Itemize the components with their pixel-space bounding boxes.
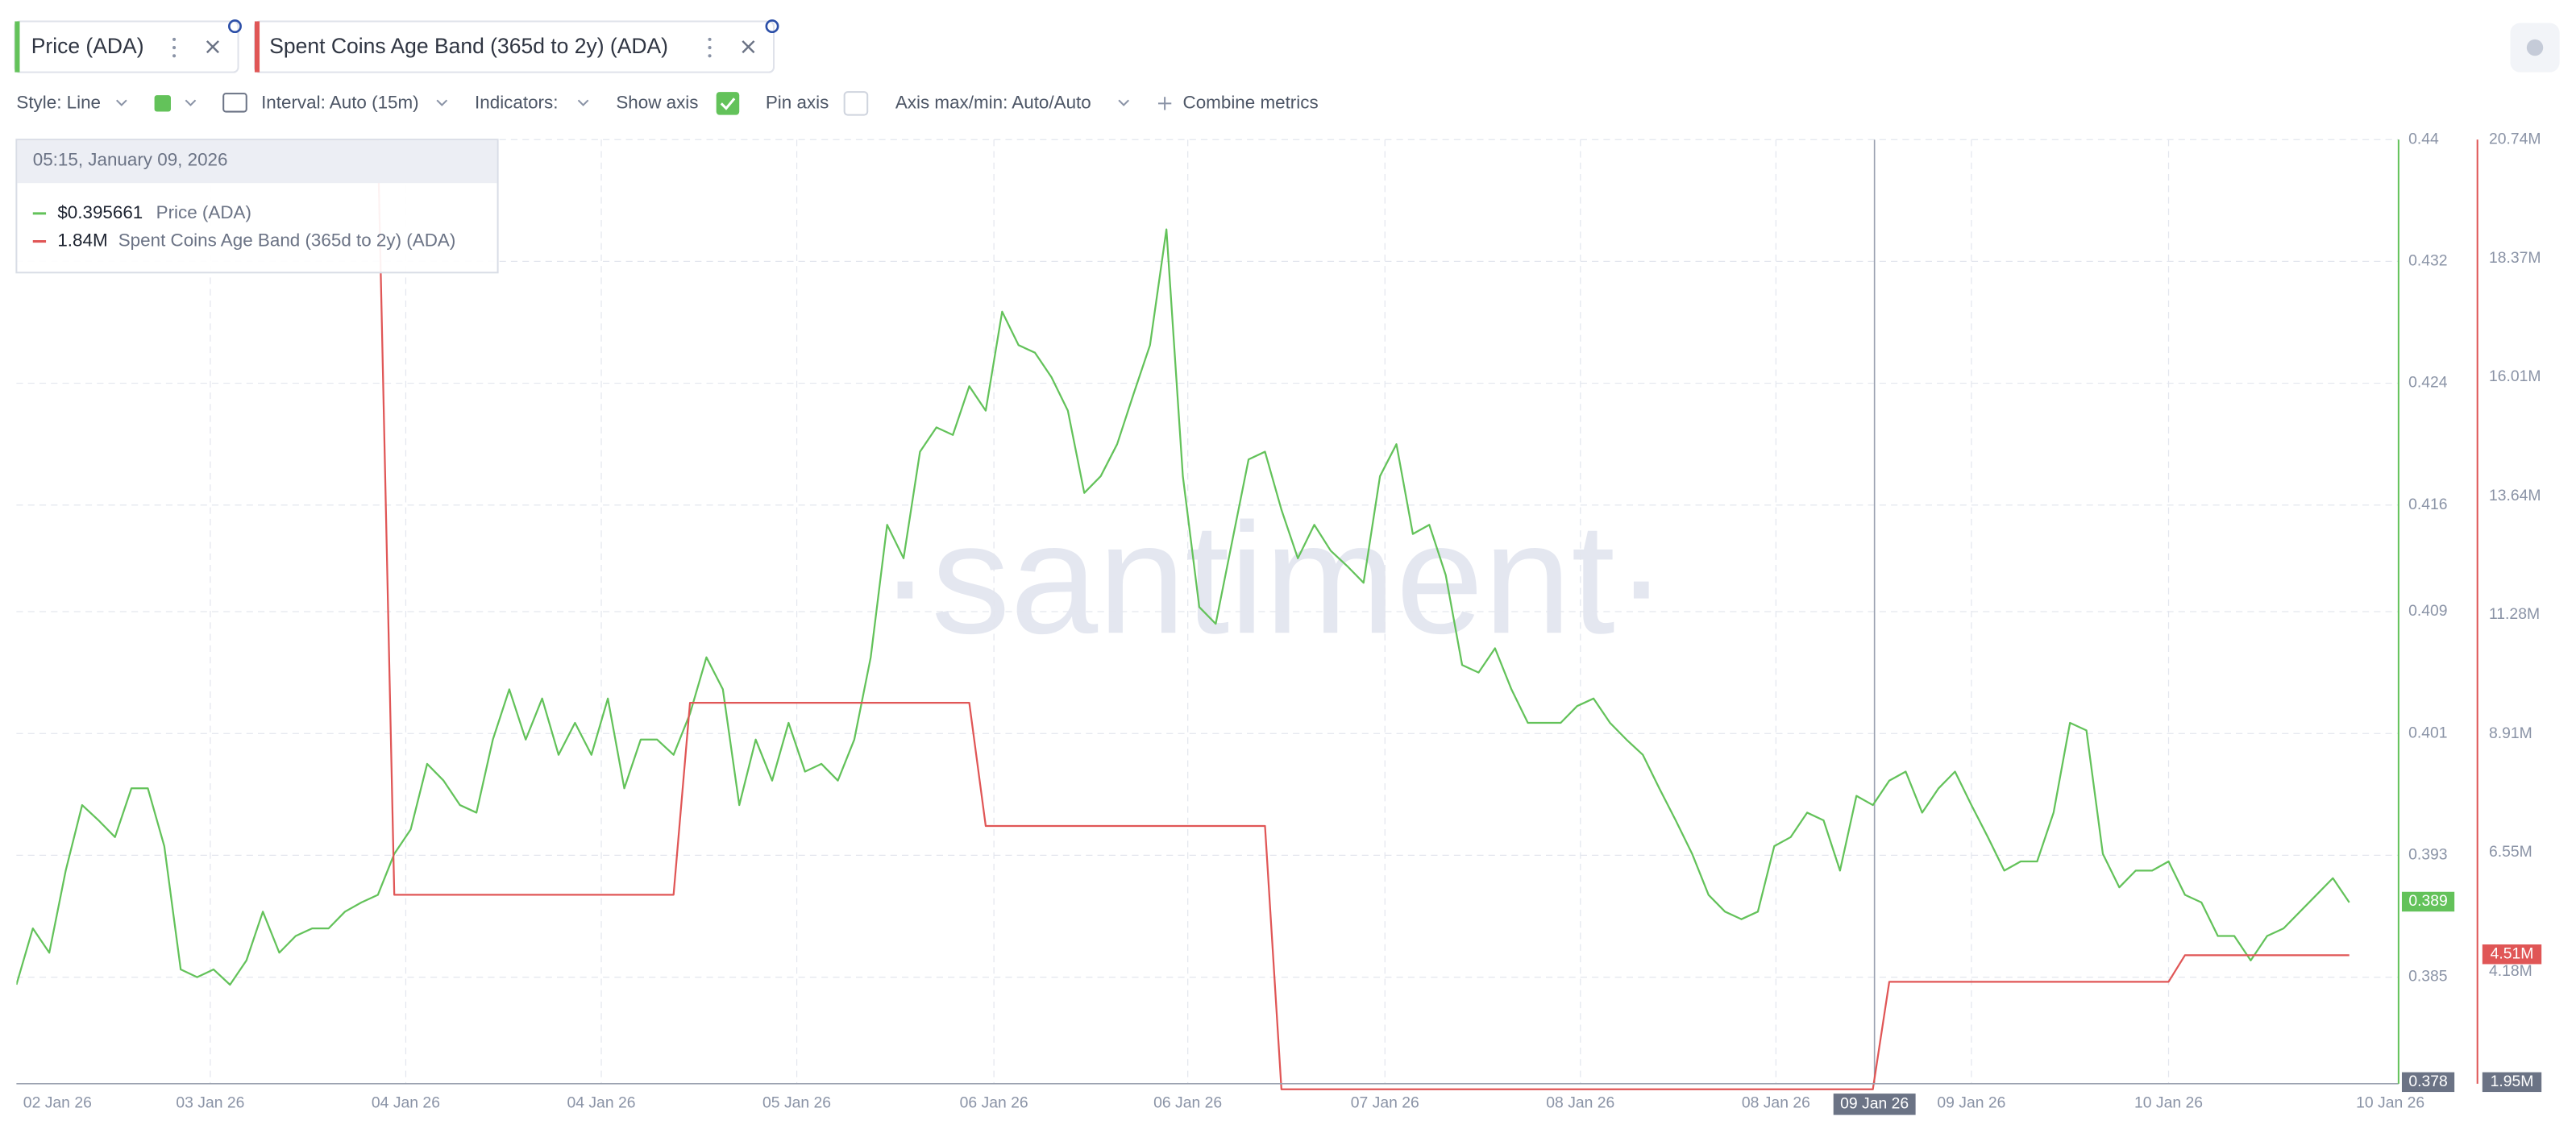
tooltip-value: $0.395661 [57, 202, 143, 222]
x-tick-label: 03 Jan 26 [176, 1094, 244, 1111]
x-tick-label: 08 Jan 26 [1546, 1094, 1614, 1111]
watermark: ·santiment· [879, 491, 1668, 666]
last-value-label: 0.389 [2408, 892, 2447, 910]
x-tick-label: 06 Jan 26 [1153, 1094, 1222, 1111]
tooltip-metric: Spent Coins Age Band (365d to 2y) (ADA) [118, 230, 456, 250]
menu-icon[interactable] [708, 37, 712, 58]
metric-tab[interactable]: Spent Coins Age Band (365d to 2y) (ADA) [253, 19, 779, 73]
y-tick-label: 0.424 [2408, 374, 2448, 392]
x-tick-label: 05 Jan 26 [762, 1094, 831, 1111]
chevron [577, 99, 589, 106]
plus-icon [1157, 97, 1172, 110]
x-tick-label: 04 Jan 26 [567, 1094, 635, 1111]
interval-select[interactable]: Interval: Auto (15m) [261, 92, 419, 112]
last-value-label: 4.51M [2491, 944, 2534, 962]
series-line [16, 139, 2350, 1090]
y2-tick-label: 1.95M [2491, 1073, 2534, 1090]
close-icon[interactable] [742, 40, 755, 54]
button-icon [2526, 39, 2544, 56]
tooltip-time: 05:15, January 09, 2026 [33, 150, 228, 170]
crosshair-badge [1833, 1094, 1916, 1115]
y2-tick-label: 20.74M [2489, 130, 2541, 147]
y-tick-label: 0.401 [2408, 724, 2447, 741]
y-tick-label: 0.432 [2408, 251, 2447, 269]
indicators-select[interactable]: Indicators: [475, 92, 558, 112]
chevron [1118, 99, 1130, 106]
y2-tick-label: 6.55M [2489, 843, 2532, 861]
y2-tick-label: 13.64M [2489, 487, 2541, 504]
axis-range-select[interactable]: Axis max/min: Auto/Auto [895, 92, 1091, 112]
y2-tick-label: 8.91M [2489, 724, 2532, 742]
combine-metrics-button[interactable]: Combine metrics [1183, 92, 1319, 112]
metric-tab[interactable]: Price (ADA) [14, 19, 242, 73]
chevron [115, 99, 127, 106]
grid [16, 139, 2399, 1084]
y2-tick-label: 4.18M [2489, 962, 2532, 980]
last-value-badge [2482, 944, 2542, 965]
y-tick-label: 0.409 [2408, 602, 2447, 620]
show-axis-label: Show axis [616, 92, 698, 112]
pin-axis-label: Pin axis [766, 92, 829, 112]
y-tick-label: 0.416 [2408, 496, 2447, 513]
y-tick-label: 0.44 [2408, 130, 2439, 147]
settings-icon[interactable] [765, 19, 779, 34]
tooltip-value: 1.84M [57, 230, 107, 250]
tab-label: Price (ADA) [31, 34, 144, 58]
pin-axis-checkbox[interactable] [843, 91, 869, 116]
y2-tick-label: 11.28M [2489, 605, 2540, 623]
axes: 02 Jan 26 03 Jan 26 04 Jan 26 04 Jan 26 05 J… [16, 130, 2542, 1115]
x-tick-label: 04 Jan 26 [372, 1094, 440, 1111]
last-value-badge [2401, 891, 2455, 912]
axis-min-badge [2482, 1072, 2542, 1093]
axis-min-badge [2401, 1072, 2455, 1093]
tooltip-metric: Price (ADA) [156, 202, 251, 222]
x-tick-label: 02 Jan 26 [23, 1094, 92, 1111]
settings-icon[interactable] [228, 19, 242, 34]
x-tick-label: 06 Jan 26 [960, 1094, 1028, 1111]
style-select[interactable]: Style: Line [16, 92, 101, 112]
x-tick-label: 09 Jan 26 [1937, 1094, 2005, 1111]
crosshair-label: 09 Jan 26 [1840, 1094, 1909, 1112]
close-icon[interactable] [206, 40, 219, 54]
chevron [436, 99, 448, 106]
y2-tick-label: 16.01M [2489, 367, 2541, 385]
y2-tick-label: 18.37M [2489, 249, 2541, 267]
tab-label: Spent Coins Age Band (365d to 2y) (ADA) [269, 34, 668, 58]
y-tick-label: 0.385 [2408, 968, 2447, 986]
color-picker[interactable] [154, 95, 171, 112]
series-line [16, 228, 2350, 986]
plot [16, 139, 2350, 1090]
show-axis-checkbox[interactable] [716, 92, 740, 115]
x-tick-label: 10 Jan 26 [2356, 1094, 2424, 1111]
menu-icon[interactable] [172, 37, 177, 58]
tab-color [254, 21, 260, 73]
check-mark [720, 98, 736, 110]
x-tick-label: 10 Jan 26 [2134, 1094, 2203, 1111]
chevron [185, 99, 197, 106]
y-tick-label: 0.378 [2408, 1073, 2447, 1090]
tooltip: 05:15, January 09, 2026 $0.395661 Price … [15, 139, 499, 274]
fullscreen-button[interactable] [2510, 23, 2560, 73]
y-tick-label: 0.393 [2408, 846, 2447, 864]
x-tick-label: 08 Jan 26 [1742, 1094, 1810, 1111]
tooltip-header [17, 140, 497, 184]
interval-icon [222, 93, 247, 113]
tab-color [15, 21, 20, 73]
x-tick-label: 07 Jan 26 [1351, 1094, 1419, 1111]
